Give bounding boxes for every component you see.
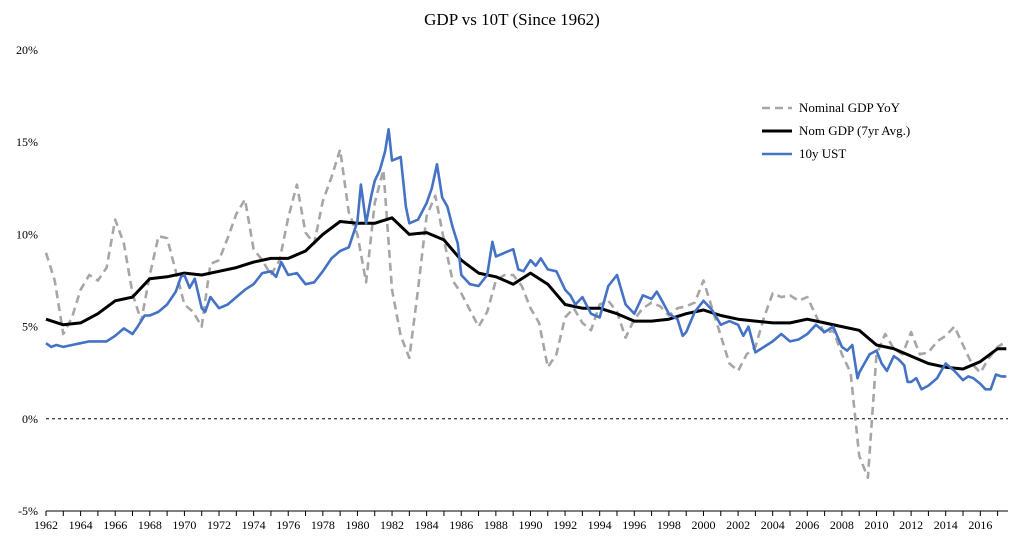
y-tick-label: 15% — [16, 135, 38, 149]
legend: Nominal GDP YoY Nom GDP (7yr Avg.) 10y UST — [762, 100, 910, 161]
x-tick-label: 1962 — [34, 518, 58, 532]
y-tick-label: 10% — [16, 227, 38, 241]
series-line-10y-ust — [45, 128, 1007, 391]
chart-title: GDP vs 10T (Since 1962) — [424, 10, 600, 29]
x-tick-label: 1982 — [380, 518, 404, 532]
x-tick-label: 1990 — [518, 518, 542, 532]
legend-label: Nom GDP (7yr Avg.) — [799, 123, 910, 138]
legend-label: 10y UST — [799, 146, 846, 161]
x-axis: 1962 1964 1966 1968 1970 1972 1974 1976 1978 1980… — [34, 510, 1008, 532]
x-tick-label: 1984 — [415, 518, 439, 532]
x-tick-label: 1970 — [172, 518, 196, 532]
x-tick-label: 2002 — [726, 518, 750, 532]
series-lines — [44, 128, 1007, 480]
x-tick-label: 1988 — [484, 518, 508, 532]
x-tick-label: 2004 — [761, 518, 785, 532]
x-tick-label: 1966 — [103, 518, 127, 532]
x-tick-label: 1974 — [242, 518, 266, 532]
x-tick-label: 1972 — [207, 518, 231, 532]
x-tick-label: 1986 — [449, 518, 473, 532]
y-tick-label: -5% — [18, 504, 38, 518]
y-axis-tick-labels: 20% 15% 10% 5% 0% -5% — [16, 43, 38, 518]
x-tick-label: 1998 — [657, 518, 681, 532]
x-tick-label: 2008 — [830, 518, 854, 532]
x-tick-label: 1976 — [276, 518, 300, 532]
x-tick-label: 2012 — [899, 518, 923, 532]
x-tick-label: 1980 — [345, 518, 369, 532]
x-tick-label: 1994 — [588, 518, 612, 532]
x-tick-label: 2016 — [968, 518, 992, 532]
legend-label: Nominal GDP YoY — [799, 100, 901, 115]
x-tick-label: 1964 — [69, 518, 93, 532]
y-tick-label: 5% — [22, 320, 38, 334]
series-line-nom-gdp-7yr-avg — [45, 216, 1007, 371]
x-tick-label: 1968 — [138, 518, 162, 532]
x-tick-label: 2006 — [795, 518, 819, 532]
y-tick-label: 0% — [22, 412, 38, 426]
x-tick-label: 2010 — [865, 518, 889, 532]
x-tick-label: 2000 — [691, 518, 715, 532]
x-tick-label: 1996 — [622, 518, 646, 532]
y-tick-label: 20% — [16, 43, 38, 57]
x-tick-label: 1978 — [311, 518, 335, 532]
series-line-nominal-gdp-yoy — [44, 148, 1007, 480]
x-tick-label: 1992 — [553, 518, 577, 532]
x-tick-label: 2014 — [934, 518, 958, 532]
